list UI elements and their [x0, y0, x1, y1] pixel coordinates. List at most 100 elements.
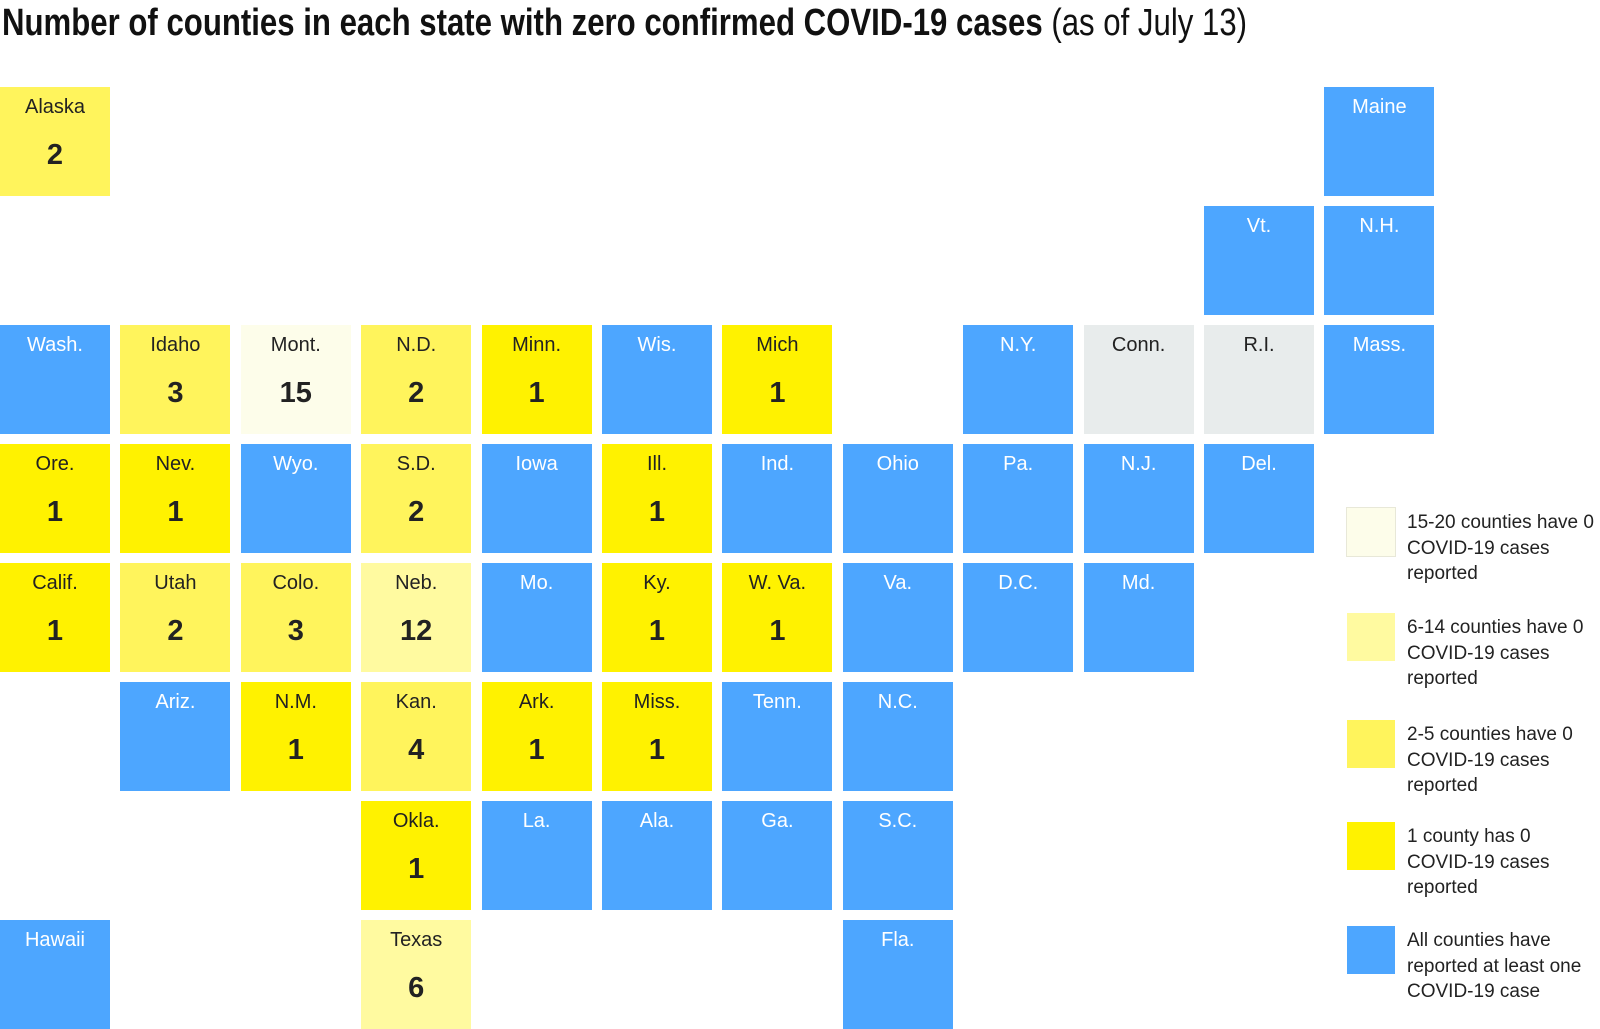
- state-name: Ore.: [35, 453, 75, 475]
- title-bold: Number of counties in each state with ze…: [2, 2, 1043, 44]
- state-tile: Wyo.: [240, 444, 351, 553]
- legend-text: 6-14 counties have 0 COVID-19 cases repo…: [1407, 617, 1584, 689]
- legend-swatch: [1347, 822, 1395, 870]
- state-tile: Iowa: [481, 444, 592, 553]
- legend-swatch: [1347, 720, 1395, 768]
- state-name: Fla.: [881, 929, 915, 951]
- state-name: Mich: [756, 334, 799, 356]
- state-tile: Hawaii: [0, 920, 110, 1029]
- state-name: Md.: [1121, 572, 1156, 594]
- state-tile: N.M. 1: [240, 682, 351, 791]
- state-name: Conn.: [1111, 334, 1166, 356]
- state-tile: D.C.: [963, 563, 1074, 672]
- state-tile: Conn.: [1083, 325, 1194, 434]
- state-value: 4: [408, 734, 425, 766]
- state-name: Mont.: [270, 334, 321, 356]
- state-name: W. Va.: [748, 572, 807, 594]
- state-name: La.: [522, 810, 551, 832]
- state-value: 3: [287, 615, 304, 647]
- state-name: N.D.: [396, 334, 437, 356]
- state-name: Utah: [154, 572, 197, 594]
- state-name: N.C.: [877, 691, 918, 713]
- state-name: N.M.: [274, 691, 317, 713]
- state-tile: Maine: [1324, 87, 1435, 196]
- state-tile: Idaho 3: [120, 325, 231, 434]
- state-tile: Ga.: [722, 801, 833, 910]
- state-tile: Ill. 1: [602, 444, 712, 553]
- state-tile: Ariz.: [120, 682, 231, 791]
- state-value: 6: [408, 972, 425, 1004]
- state-tile: Mo.: [481, 563, 592, 672]
- state-value: 1: [648, 734, 666, 766]
- state-tile: Ind.: [722, 444, 833, 553]
- state-name: Ky.: [643, 572, 671, 594]
- state-tile: Nev. 1: [120, 444, 231, 553]
- state-name: N.Y.: [1000, 334, 1037, 356]
- state-tile: Ky. 1: [602, 563, 712, 672]
- state-name: Vt.: [1246, 215, 1272, 237]
- state-value: 1: [287, 734, 304, 766]
- state-name: Alaska: [24, 96, 86, 118]
- state-name: Va.: [883, 572, 913, 594]
- state-name: Tenn.: [752, 691, 802, 713]
- state-name: S.C.: [878, 810, 918, 832]
- state-tile: Vt.: [1204, 206, 1314, 315]
- state-value: 1: [769, 615, 786, 647]
- state-name: N.H.: [1359, 215, 1400, 237]
- state-name: Wyo.: [273, 453, 319, 475]
- state-tile: Kan. 4: [361, 682, 472, 791]
- state-name: Iowa: [515, 453, 558, 475]
- state-value: 15: [279, 377, 312, 409]
- state-name: Mass.: [1352, 334, 1407, 356]
- state-tile: N.D. 2: [361, 325, 472, 434]
- state-tile: N.H.: [1324, 206, 1435, 315]
- state-tile: Miss. 1: [602, 682, 712, 791]
- state-name: Ariz.: [155, 691, 196, 713]
- state-name: Ohio: [876, 453, 919, 475]
- state-value: 1: [528, 377, 545, 409]
- legend-text: 15-20 counties have 0 COVID-19 cases rep…: [1407, 512, 1594, 584]
- state-value: 1: [769, 377, 786, 409]
- state-name: Miss.: [633, 691, 681, 713]
- state-tile: R.I.: [1204, 325, 1314, 434]
- state-name: Idaho: [150, 334, 201, 356]
- legend-swatch: [1347, 613, 1395, 661]
- state-value: 1: [46, 615, 64, 647]
- state-name: N.J.: [1120, 453, 1157, 475]
- state-tile: Del.: [1204, 444, 1314, 553]
- legend-text: 1 county has 0 COVID-19 cases reported: [1407, 826, 1550, 898]
- state-tile: Ark. 1: [481, 682, 592, 791]
- state-value: 1: [648, 615, 666, 647]
- state-tile: Wash.: [0, 325, 110, 434]
- state-value: 3: [167, 377, 184, 409]
- state-tile: Ala.: [602, 801, 712, 910]
- state-name: Kan.: [395, 691, 437, 713]
- state-name: Texas: [390, 929, 443, 951]
- state-tile: Fla.: [842, 920, 953, 1029]
- state-name: Okla.: [392, 810, 440, 832]
- legend-swatch: [1346, 507, 1396, 557]
- state-tile: N.C.: [842, 682, 953, 791]
- title-regular: (as of July 13): [1051, 2, 1248, 44]
- state-tile: La.: [481, 801, 592, 910]
- legend-swatch: [1347, 926, 1395, 974]
- state-tile: N.Y.: [963, 325, 1074, 434]
- state-value: 1: [167, 496, 184, 528]
- state-tile: Ore. 1: [0, 444, 110, 553]
- state-tile: Calif. 1: [0, 563, 110, 672]
- state-tile: Tenn.: [722, 682, 833, 791]
- state-value: 12: [400, 615, 433, 647]
- state-name: Wash.: [27, 334, 83, 356]
- state-name: S.D.: [396, 453, 436, 475]
- state-tile: Minn. 1: [481, 325, 592, 434]
- state-tile: Neb. 12: [361, 563, 472, 672]
- state-name: Colo.: [272, 572, 320, 594]
- state-name: D.C.: [998, 572, 1039, 594]
- state-value: 1: [46, 496, 64, 528]
- state-tile: Mass.: [1324, 325, 1435, 434]
- state-value: 2: [408, 496, 425, 528]
- state-name: Maine: [1352, 96, 1407, 118]
- state-name: R.I.: [1243, 334, 1275, 356]
- state-tile: Utah 2: [120, 563, 231, 672]
